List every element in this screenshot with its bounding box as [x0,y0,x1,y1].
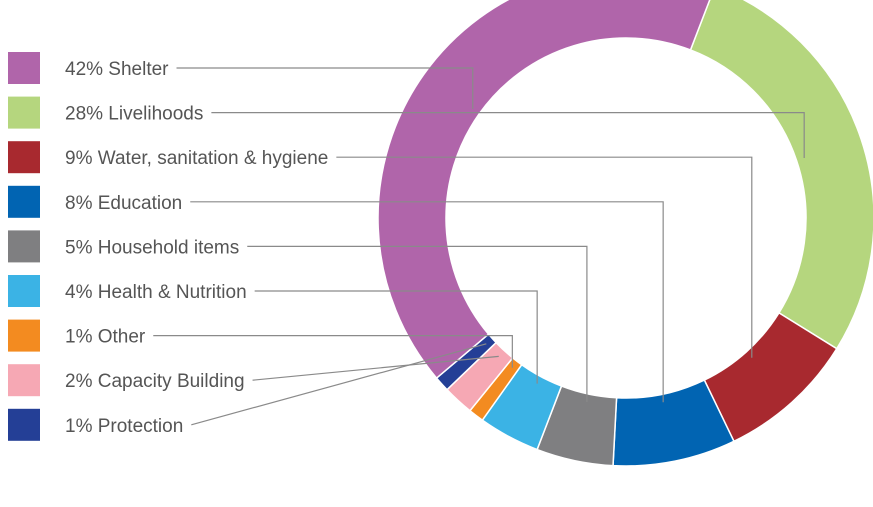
legend-label-capacity-building: 2% Capacity Building [65,371,245,392]
legend-swatch-water-sanitation-and-hygiene [8,141,40,174]
legend-swatch-livelihoods [8,96,40,129]
legend-swatch-capacity-building [8,364,40,397]
legend-label-education: 8% Education [65,193,182,214]
legend-swatch-health-and-nutrition [8,275,40,307]
legend-label-livelihoods: 28% Livelihoods [65,104,203,125]
legend-label-water-sanitation-and-hygiene: 9% Water, sanitation & hygiene [65,148,328,169]
chart-slices [377,0,873,467]
slice-shelter [377,0,711,380]
legend-label-shelter: 42% Shelter [65,59,169,80]
leader-line-other [153,335,513,368]
legend-swatch-other [8,319,40,352]
leader-line-household-items [247,245,588,402]
leader-line-health-and-nutrition [254,290,538,384]
leader-line-capacity-building [252,355,499,381]
leader-lines [153,67,805,426]
legend: 42% Shelter 28% Livelihoods 9% Water, sani… [8,52,328,441]
legend-swatch-education [8,185,40,218]
leader-line-shelter [176,67,474,110]
leader-line-education [190,201,664,403]
legend-swatch-shelter [8,52,40,84]
leader-line-protection [191,343,487,426]
legend-label-other: 1% Other [65,327,146,348]
legend-label-health-and-nutrition: 4% Health & Nutrition [65,282,247,303]
inner-ring [455,47,797,389]
legend-label-household-items: 5% Household items [65,237,239,258]
leader-line-water-sanitation-and-hygiene [336,156,753,358]
legend-swatch-protection [8,408,40,441]
legend-label-protection: 1% Protection [65,416,183,437]
legend-swatch-household-items [8,230,40,263]
leader-line-livelihoods [211,111,805,159]
slice-livelihoods [689,0,873,350]
